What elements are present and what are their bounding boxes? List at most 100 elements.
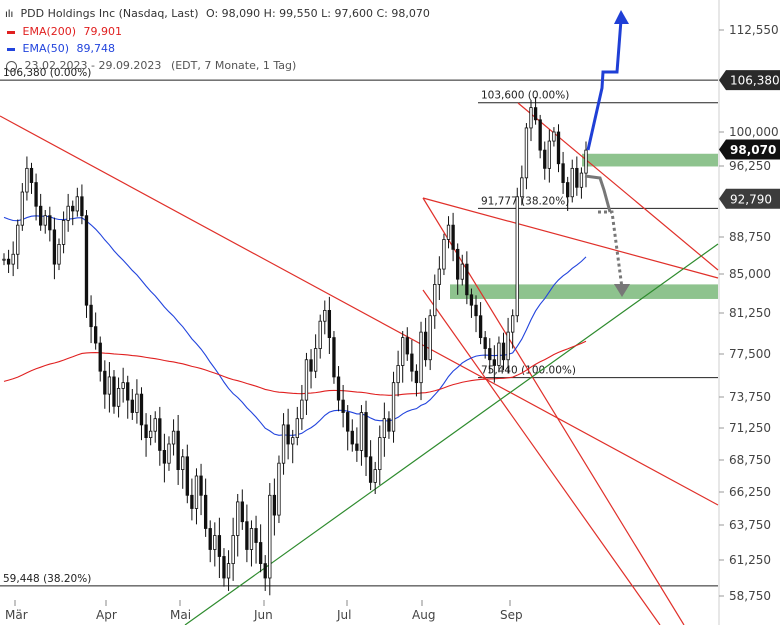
candle-body — [364, 412, 368, 458]
trendline-red-long — [0, 115, 719, 506]
candle-body — [107, 376, 112, 395]
candle-body — [460, 263, 464, 280]
price-tag — [719, 139, 780, 160]
candles — [2, 97, 588, 596]
y-tick-label: 71,250 — [729, 421, 771, 435]
candle-body — [52, 229, 57, 265]
candle-body — [346, 412, 350, 432]
candle-body — [57, 243, 61, 265]
candle-body — [446, 224, 451, 240]
candle-body — [313, 348, 318, 372]
candle-body — [185, 456, 189, 496]
candle-body — [295, 418, 299, 439]
price-tag-label: 98,070 — [730, 143, 776, 157]
candle-body — [80, 196, 84, 217]
candle-body — [401, 337, 405, 366]
y-tick-label: 96,250 — [729, 159, 771, 173]
legend-title-row: ılı PDD Holdings Inc (Nasdaq, Last) O: 9… — [5, 5, 430, 23]
candle-body — [71, 205, 75, 212]
candle-body — [543, 149, 547, 169]
candle-body — [492, 359, 497, 366]
candle-body — [126, 382, 130, 401]
candle-body — [98, 342, 102, 372]
x-tick-label: Mär — [5, 608, 28, 622]
y-tick-label: 77,500 — [729, 347, 771, 361]
candle-body — [25, 167, 29, 193]
candle-body — [373, 469, 377, 483]
candle-body — [584, 149, 588, 174]
candle-body — [442, 239, 446, 270]
candle-body — [158, 418, 162, 451]
arrow-up-head-icon — [614, 10, 629, 24]
candle-body — [236, 501, 240, 536]
candle-body — [529, 107, 533, 129]
candle-body — [355, 443, 359, 451]
candle-body — [478, 315, 483, 339]
y-tick-label: 66,250 — [729, 485, 771, 499]
candle-body — [323, 309, 327, 322]
ema200-swatch — [7, 30, 15, 34]
candle-body — [304, 359, 309, 401]
candle-body — [144, 424, 148, 438]
range-note: (EDT, 7 Monate, 1 Tag) — [170, 59, 297, 72]
clock-icon — [6, 60, 17, 72]
candle-body — [378, 437, 382, 471]
legend-ema200: EMA(200) 79,901 — [5, 23, 430, 40]
candle-body — [162, 449, 167, 464]
candle-body — [135, 393, 139, 413]
y-tick-label: 88,750 — [729, 230, 771, 244]
y-tick-label: 85,000 — [729, 267, 771, 281]
candle-body — [511, 315, 515, 333]
candle-body — [538, 119, 542, 151]
legend-range: 23.02.2023 - 29.09.2023 (EDT, 7 Monate, … — [5, 57, 430, 74]
trendline-red-upper — [422, 197, 719, 279]
candle-body — [405, 337, 409, 355]
x-tick-label: Apr — [96, 608, 117, 622]
candle-body — [167, 443, 171, 464]
ema50-label: EMA(50) — [22, 42, 70, 55]
x-tick-label: Sep — [500, 608, 523, 622]
candle-body — [465, 263, 469, 296]
trendline-red-channel — [422, 289, 661, 626]
candle-body — [410, 353, 414, 372]
candle-body — [501, 342, 506, 361]
arrow-down-head-icon — [614, 284, 630, 297]
price-tag-label: 92,790 — [730, 192, 772, 206]
candle-body — [286, 424, 290, 445]
x-tick-label: Mai — [170, 608, 191, 622]
forecast-arrows — [584, 10, 630, 297]
candle-body — [533, 107, 538, 121]
candle-body — [556, 131, 561, 165]
candle-body — [474, 304, 478, 317]
candle-body — [181, 456, 185, 470]
candle-body — [217, 535, 222, 557]
candle-body — [336, 376, 341, 401]
legend-ema50: EMA(50) 89,748 — [5, 40, 430, 57]
candle-body — [497, 342, 501, 366]
candle-body — [524, 127, 529, 179]
fib-level-label-1: 106,380 (0.00%) — [3, 67, 91, 79]
price-tag — [719, 70, 780, 91]
candle-body — [2, 258, 6, 261]
fib-level-label-3: 91,777 (38.20%) — [481, 195, 569, 207]
y-tick-label: 68,750 — [729, 453, 771, 467]
candle-body — [268, 494, 272, 579]
candle-body — [89, 304, 93, 328]
candle-body — [391, 382, 396, 432]
candle-body — [327, 309, 332, 338]
candle-body — [309, 359, 313, 372]
candle-body — [11, 253, 15, 265]
candle-body — [332, 337, 336, 378]
candle-body — [300, 399, 304, 420]
forecast-arrow-gray-solid — [584, 174, 612, 213]
candle-body — [6, 258, 11, 265]
candle-body — [103, 370, 107, 395]
candle-body — [34, 182, 38, 207]
candlestick-icon: ılı — [5, 9, 14, 20]
candle-body — [359, 412, 364, 451]
candle-body — [240, 501, 244, 523]
candle-body — [291, 437, 295, 445]
candle-body — [547, 140, 551, 169]
candle-body — [272, 494, 277, 516]
candle-body — [258, 542, 263, 565]
